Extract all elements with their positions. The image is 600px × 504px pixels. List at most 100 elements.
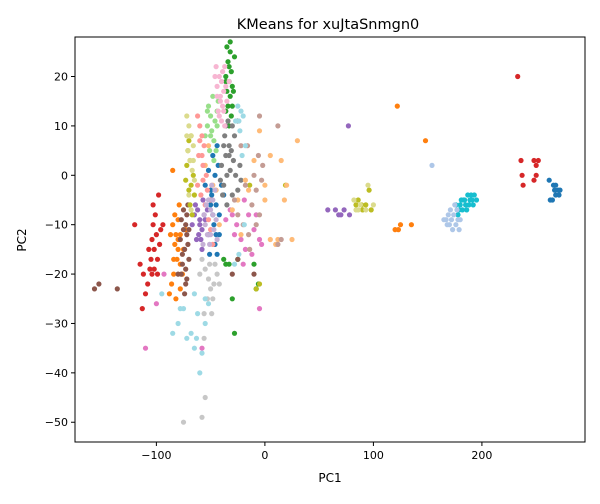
- cluster-13-point: [197, 138, 203, 144]
- cluster-0-point: [549, 197, 556, 203]
- cluster-11-point: [205, 143, 212, 149]
- cluster-4-point: [199, 246, 205, 252]
- cluster-17-point: [202, 394, 208, 401]
- cluster-17-point: [208, 286, 214, 292]
- cluster-1-point: [408, 222, 414, 228]
- cluster-14-point: [201, 212, 207, 218]
- cluster-14-point: [200, 241, 206, 247]
- cluster-1-point: [170, 167, 176, 173]
- cluster-3-point: [149, 271, 155, 277]
- cluster-18-point: [351, 197, 357, 203]
- cluster-5-point: [183, 281, 189, 287]
- cluster-4-point: [338, 212, 344, 218]
- cluster-7-point: [226, 143, 232, 149]
- cluster-3-point: [152, 212, 158, 218]
- cluster-8-point: [368, 207, 374, 213]
- x-tick-label: 100: [363, 449, 384, 462]
- cluster-8-point: [189, 212, 195, 218]
- cluster-1-point: [422, 138, 429, 144]
- cluster-0-point: [216, 232, 222, 238]
- cluster-6-point: [256, 236, 263, 243]
- cluster-5-point: [180, 207, 187, 213]
- cluster-1-point: [173, 296, 179, 302]
- cluster-4-point: [197, 222, 203, 228]
- y-tick-label: −50: [45, 416, 68, 429]
- cluster-5-point: [186, 227, 192, 233]
- cluster-3-point: [132, 222, 138, 228]
- cluster-11-point: [294, 138, 300, 144]
- cluster-3-point: [533, 162, 539, 168]
- cluster-19-point: [159, 291, 165, 297]
- cluster-13-point: [199, 152, 205, 159]
- cluster-10-point: [450, 227, 456, 233]
- cluster-6-point: [241, 197, 247, 203]
- cluster-3-point: [153, 232, 159, 238]
- cluster-0-point: [212, 172, 218, 178]
- cluster-4-point: [192, 202, 198, 208]
- cluster-3-point: [518, 157, 524, 164]
- cluster-18-point: [190, 157, 196, 164]
- cluster-12-point: [207, 148, 213, 154]
- cluster-8-point: [253, 286, 259, 292]
- cluster-16-point: [213, 64, 219, 70]
- cluster-1-point: [173, 232, 179, 238]
- cluster-10-point: [453, 222, 459, 228]
- cluster-10-point: [429, 162, 435, 168]
- cluster-5-point: [179, 251, 185, 257]
- cluster-15-point: [249, 202, 255, 208]
- cluster-1-point: [395, 227, 401, 233]
- cluster-13-point: [200, 162, 206, 168]
- cluster-11-point: [246, 187, 252, 193]
- cluster-18-point: [191, 177, 197, 183]
- cluster-6-point: [223, 217, 229, 223]
- cluster-18-point: [357, 202, 363, 208]
- cluster-1-point: [397, 222, 404, 228]
- cluster-17-point: [205, 276, 212, 282]
- cluster-6-point: [142, 345, 149, 351]
- cluster-19-point: [202, 320, 208, 327]
- cluster-6-point: [259, 241, 265, 247]
- cluster-17-point: [212, 261, 218, 267]
- cluster-13-point: [195, 113, 201, 119]
- cluster-19-point: [242, 143, 248, 149]
- cluster-15-point: [260, 162, 266, 168]
- cluster-2-point: [221, 256, 227, 262]
- cluster-11-point: [229, 207, 235, 213]
- cluster-1-point: [170, 222, 176, 228]
- cluster-11-point: [284, 182, 290, 188]
- cluster-16-point: [216, 73, 222, 80]
- cluster-13-point: [197, 123, 203, 129]
- cluster-7-point: [226, 152, 232, 159]
- y-tick-label: −10: [45, 219, 68, 232]
- cluster-11-point: [216, 222, 222, 228]
- cluster-15-point: [247, 246, 253, 252]
- cluster-12-point: [211, 138, 217, 144]
- cluster-1-point: [172, 241, 178, 247]
- cluster-5-point: [184, 276, 190, 282]
- cluster-19-point: [177, 306, 183, 312]
- cluster-3-point: [142, 291, 149, 297]
- cluster-3-point: [147, 266, 153, 272]
- y-tick-label: −40: [45, 367, 68, 380]
- cluster-13-point: [203, 172, 209, 178]
- cluster-8-point: [256, 281, 263, 287]
- cluster-12-point: [204, 108, 210, 114]
- cluster-4-point: [198, 236, 204, 243]
- cluster-18-point: [189, 167, 195, 173]
- cluster-11-point: [256, 128, 263, 134]
- cluster-12-point: [208, 113, 214, 119]
- cluster-19-point: [188, 330, 194, 336]
- cluster-12-point: [208, 133, 214, 139]
- cluster-2-point: [226, 261, 232, 267]
- cluster-5-point: [114, 286, 120, 292]
- y-tick-label: −30: [45, 317, 68, 330]
- cluster-14-point: [211, 227, 217, 233]
- cluster-5-point: [183, 222, 189, 228]
- cluster-7-point: [225, 118, 231, 124]
- cluster-18-point: [190, 143, 196, 149]
- cluster-0-point: [214, 251, 220, 257]
- cluster-3-point: [531, 157, 537, 164]
- cluster-0-point: [213, 202, 219, 208]
- cluster-7-point: [221, 143, 227, 149]
- cluster-3-point: [515, 73, 521, 80]
